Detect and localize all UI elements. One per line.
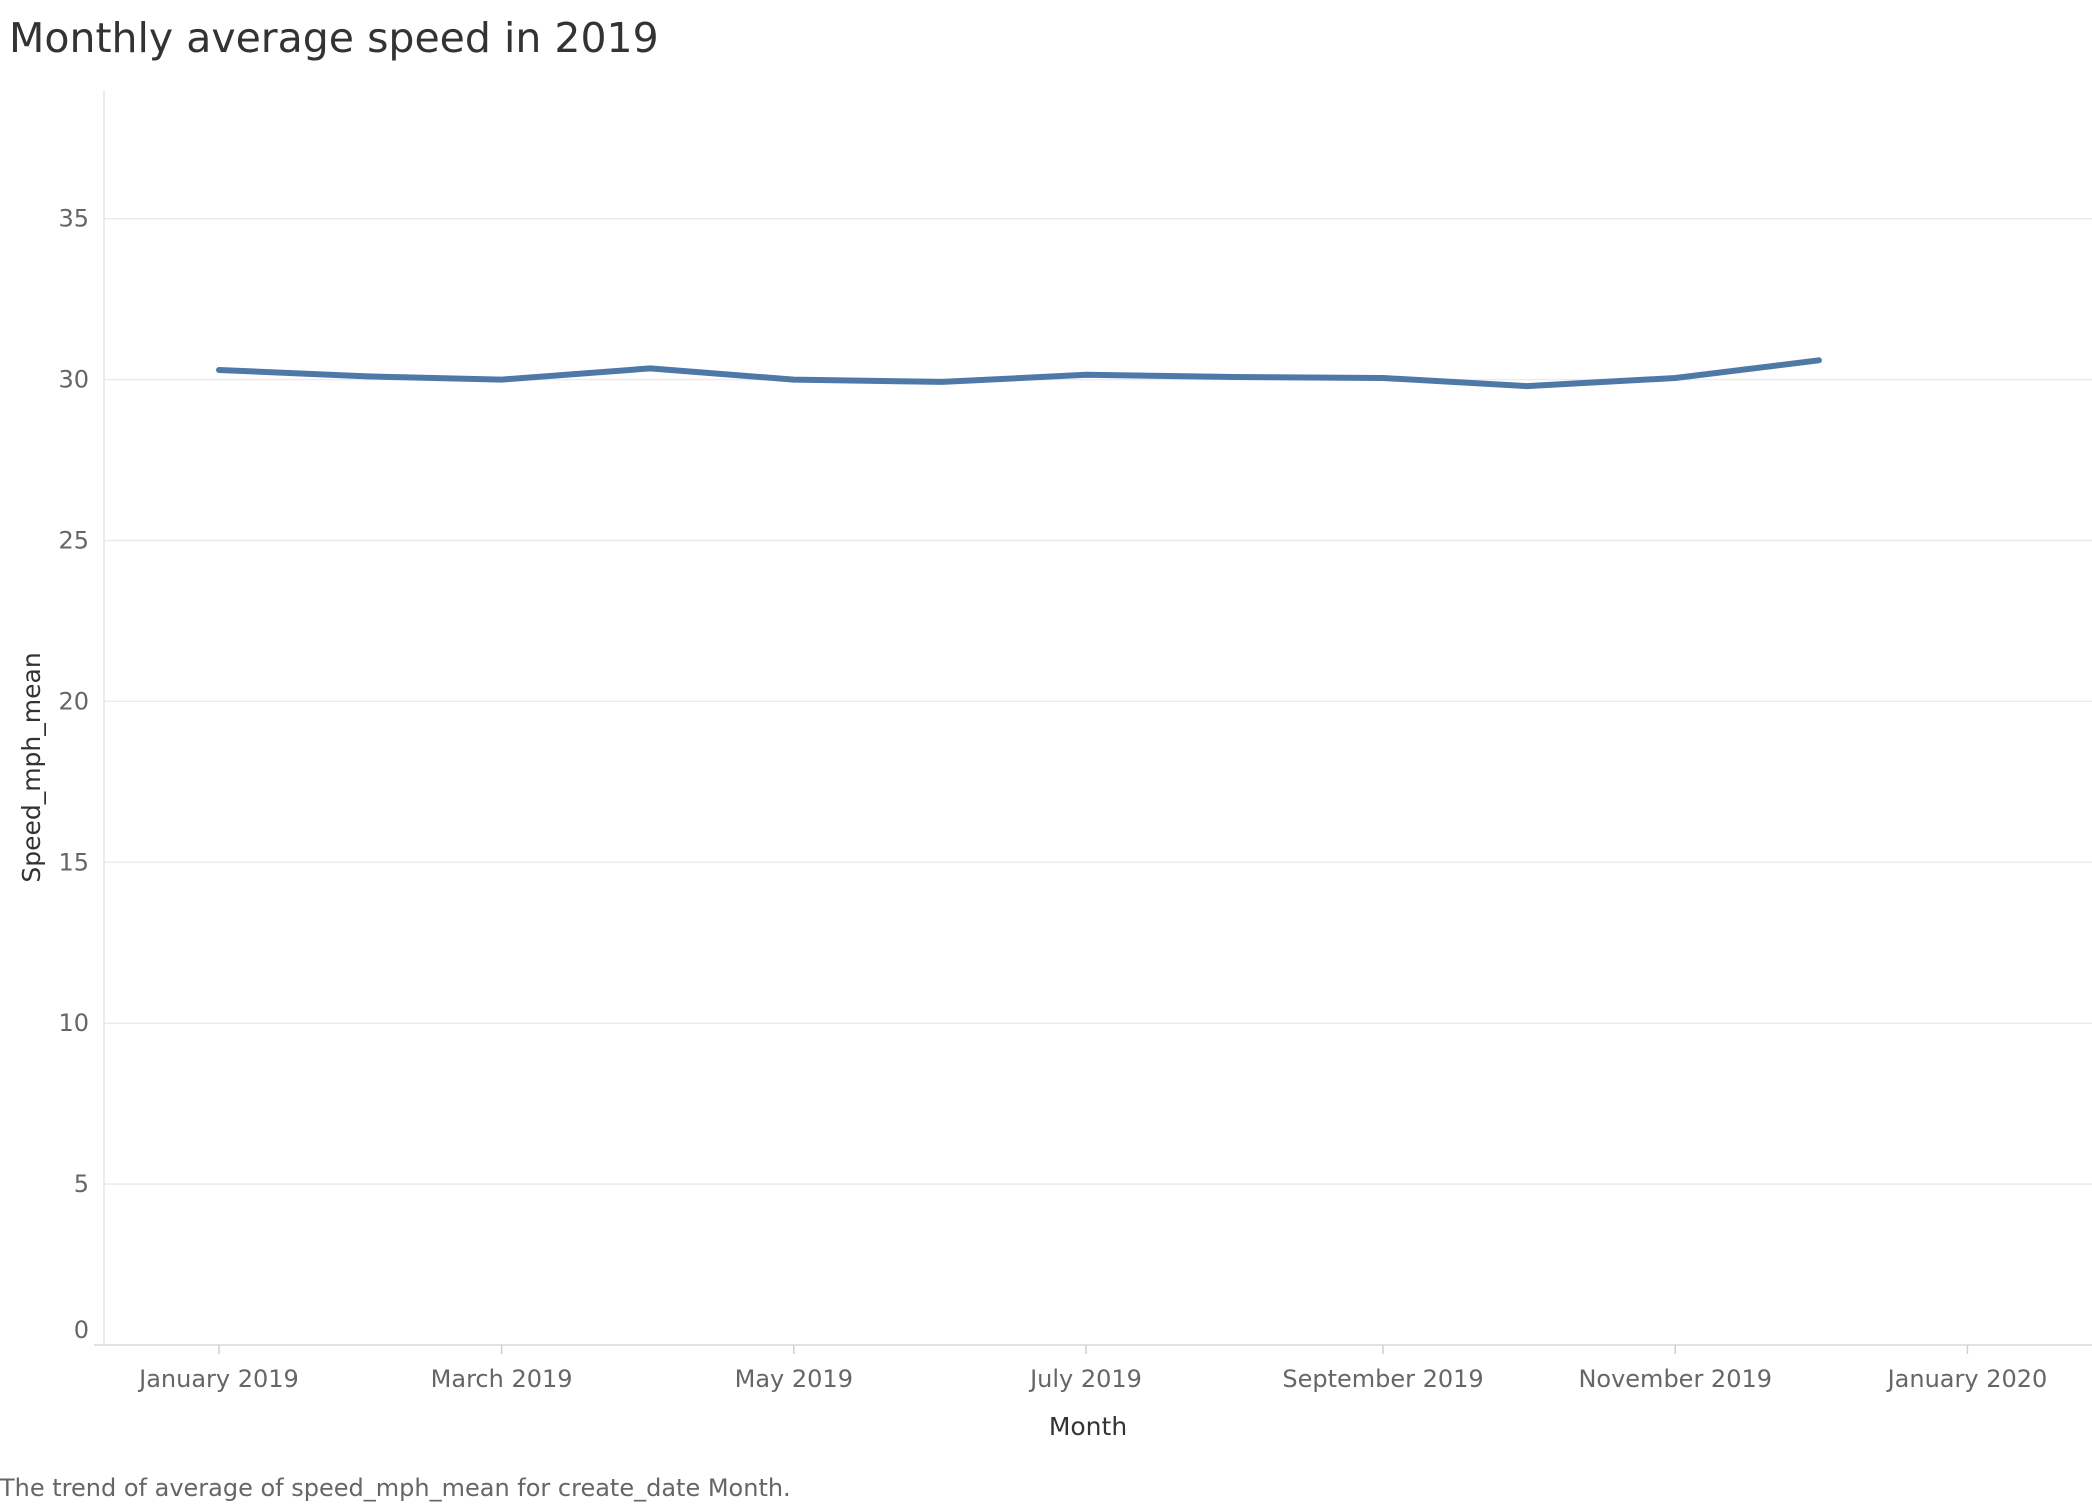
y-tick-label: 15: [58, 848, 89, 876]
x-tick-label: September 2019: [1282, 1365, 1483, 1393]
chart-title: Monthly average speed in 2019: [9, 14, 659, 62]
gridlines: [104, 217, 2092, 1185]
x-tick-label: January 2019: [137, 1365, 299, 1393]
y-tick-label: 0: [74, 1316, 89, 1344]
y-tick-label: 30: [58, 366, 89, 394]
y-tick-label: 35: [58, 205, 89, 233]
series-line[interactable]: [216, 357, 1822, 390]
series-layer: [216, 357, 1822, 390]
x-tick-label: May 2019: [735, 1365, 853, 1393]
y-tick-label: 25: [58, 527, 89, 555]
chart-caption: The trend of average of speed_mph_mean f…: [0, 1474, 791, 1502]
x-axis-title: Month: [1049, 1412, 1127, 1441]
x-tick-label: November 2019: [1578, 1365, 1772, 1393]
y-tick-label: 5: [74, 1170, 89, 1198]
y-tick-label: 10: [58, 1009, 89, 1037]
y-axis-ticks: 0 5 10 15 20 25 30 35: [58, 205, 89, 1344]
x-tick-label: July 2019: [1028, 1365, 1142, 1393]
axes: [94, 90, 2092, 1346]
y-tick-label: 20: [58, 687, 89, 715]
x-tick-label: January 2020: [1886, 1365, 2048, 1393]
x-tick-label: March 2019: [431, 1365, 573, 1393]
x-axis-ticks: January 2019 March 2019 May 2019 July 2019 S…: [137, 1345, 2047, 1393]
y-axis-title: Speed_mph_mean: [17, 652, 46, 882]
